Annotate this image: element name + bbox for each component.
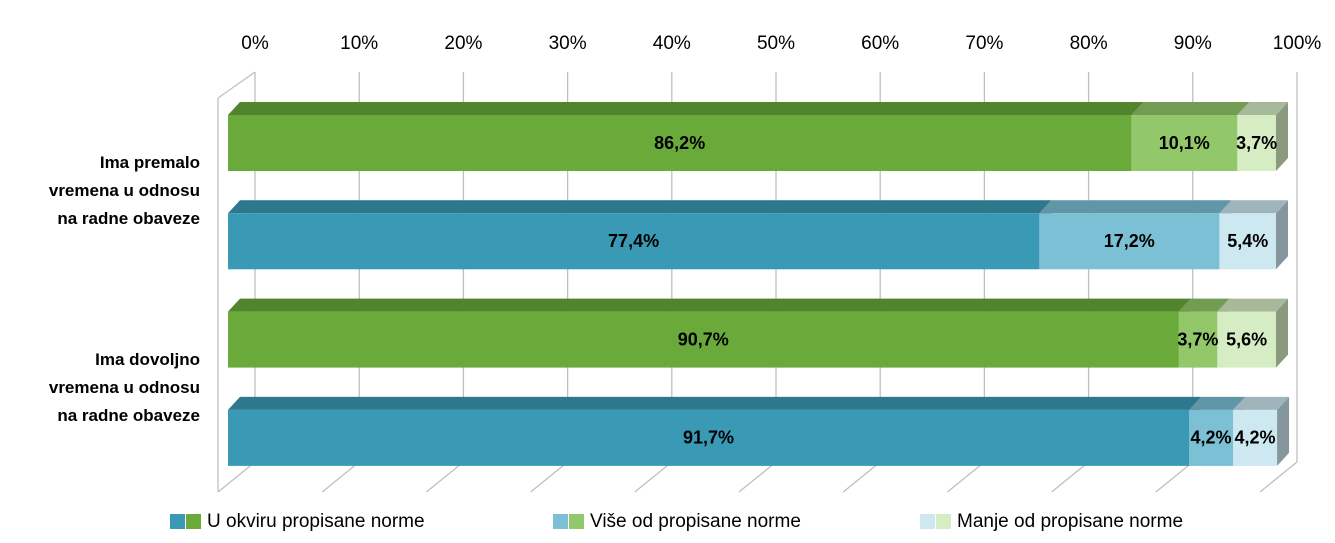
value-label: 91,7% <box>683 428 734 448</box>
legend-swatch <box>186 514 201 529</box>
bar-top <box>1131 102 1250 115</box>
bar-top <box>1039 200 1232 214</box>
x-tick-label: 100% <box>1273 33 1322 54</box>
x-tick-label: 0% <box>241 33 269 54</box>
value-label: 90,7% <box>678 329 729 349</box>
bar-front <box>1178 311 1218 368</box>
bar-side-shade <box>1276 102 1288 171</box>
bar-front <box>1237 115 1276 171</box>
value-label: 3,7% <box>1236 133 1277 153</box>
bar-top-shade <box>1237 102 1288 115</box>
grid-line <box>530 461 569 493</box>
bar-front <box>1217 311 1276 368</box>
bar-top-shade <box>228 200 1052 214</box>
x-tick-label: 50% <box>757 33 795 54</box>
x-tick-label: 90% <box>1174 33 1212 54</box>
bar-segment <box>1217 298 1288 368</box>
bar-top-shade <box>228 396 1202 410</box>
bar-top <box>1178 298 1230 312</box>
bar-side-shade <box>1276 298 1288 368</box>
x-tick-label: 10% <box>340 33 378 54</box>
value-label: 4,2% <box>1235 428 1276 448</box>
bar-front <box>228 115 1132 171</box>
legend-label: Više od propisane norme <box>590 511 801 532</box>
value-label: 5,4% <box>1227 231 1268 251</box>
bar-top-shade <box>1178 298 1230 312</box>
grid-line <box>634 461 673 493</box>
bar-segment <box>228 298 1191 368</box>
bar-top-shade <box>1219 200 1288 214</box>
category-label: Ima dovoljno vremena u odnosu na radne oba… <box>49 350 200 425</box>
legend-label: U okviru propisane norme <box>207 511 425 532</box>
grid-line <box>425 461 464 493</box>
bar-top-shade <box>1039 200 1232 214</box>
bar-front <box>1039 213 1220 270</box>
x-tick-label: 80% <box>1070 33 1108 54</box>
bar-top <box>228 102 1144 115</box>
bar-top-shade <box>228 298 1191 312</box>
value-label: 17,2% <box>1104 231 1155 251</box>
bar-top-shade <box>1131 102 1250 115</box>
bar-side <box>1276 102 1288 171</box>
bar-front <box>1189 409 1234 466</box>
bar-top <box>228 298 1191 312</box>
bar-top <box>1237 102 1288 115</box>
bar-top-shade <box>1233 396 1290 410</box>
grid-line <box>217 461 256 493</box>
grid-line <box>1259 461 1298 493</box>
bar-top-shade <box>228 102 1144 115</box>
bar-segment <box>1219 200 1288 270</box>
bar-side <box>1276 200 1288 270</box>
x-tick-label: 70% <box>965 33 1003 54</box>
value-label: 77,4% <box>608 231 659 251</box>
grid-line <box>1051 461 1090 493</box>
bar-front <box>1219 213 1276 270</box>
bar-front <box>228 213 1040 270</box>
bar-top-shade <box>1189 396 1246 410</box>
bar-side-shade <box>1277 396 1290 466</box>
bar-side <box>1276 298 1288 368</box>
bar-segment <box>1233 396 1290 466</box>
bar-front <box>228 409 1190 466</box>
bar-segment <box>1039 200 1232 270</box>
legend-swatch <box>920 514 935 529</box>
bar-side-shade <box>1276 200 1288 270</box>
bar-segment <box>228 200 1052 270</box>
grid-line <box>738 461 777 493</box>
legend-label: Manje od propisane norme <box>957 511 1183 532</box>
bar-top <box>228 200 1052 214</box>
value-label: 10,1% <box>1159 133 1210 153</box>
bar-top <box>1217 298 1288 312</box>
bar-segment <box>1237 102 1288 171</box>
legend-swatch <box>569 514 584 529</box>
bar-top <box>228 396 1202 410</box>
wall-edge <box>217 71 256 99</box>
grid-line <box>946 461 985 493</box>
x-tick-label: 40% <box>653 33 691 54</box>
legend-swatch <box>553 514 568 529</box>
bar-segment <box>228 396 1202 466</box>
legend-swatch <box>936 514 951 529</box>
bar-top <box>1233 396 1290 410</box>
x-tick-label: 20% <box>444 33 482 54</box>
bar-front <box>1233 409 1278 466</box>
bar-top <box>1219 200 1288 214</box>
grid-line <box>842 461 881 493</box>
category-label: Ima premalo vremena u odnosu na radne obav… <box>49 154 200 229</box>
value-label: 3,7% <box>1177 329 1218 349</box>
bar-front <box>1131 115 1238 171</box>
value-label: 5,6% <box>1226 329 1267 349</box>
x-tick-label: 30% <box>549 33 587 54</box>
bar-top-shade <box>1217 298 1288 312</box>
bar-top <box>1189 396 1246 410</box>
bar-side <box>1277 396 1290 466</box>
bar-front <box>228 311 1179 368</box>
x-tick-label: 60% <box>861 33 899 54</box>
value-label: 4,2% <box>1191 428 1232 448</box>
value-label: 86,2% <box>654 133 705 153</box>
grid-line <box>321 461 360 493</box>
legend-swatch <box>170 514 185 529</box>
grid-line <box>1155 461 1194 493</box>
